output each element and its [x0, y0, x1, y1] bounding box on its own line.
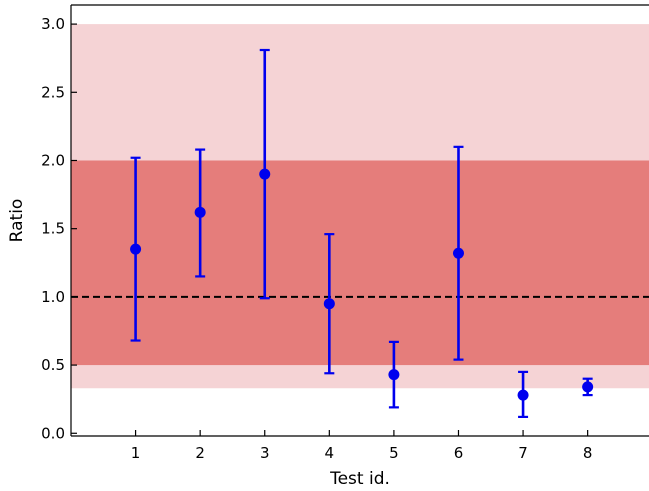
data-point-4 [323, 298, 335, 310]
y-tick-label-0.5: 0.5 [41, 356, 65, 374]
y-tick-label-2.5: 2.5 [41, 83, 65, 101]
data-points [130, 168, 594, 401]
y-tick-label-3.0: 3.0 [41, 15, 65, 33]
axes [70, 4, 649, 437]
y-tick-label-0.0: 0.0 [41, 424, 65, 442]
x-tick-label-8: 8 [583, 444, 593, 462]
band-2 [71, 160, 649, 366]
y-tick-label-1.5: 1.5 [41, 220, 65, 238]
data-point-6 [452, 247, 464, 259]
shaded-bands [71, 24, 649, 389]
data-point-2 [194, 206, 206, 218]
data-point-3 [259, 168, 271, 180]
x-axis-label: Test id. [329, 469, 390, 489]
data-point-7 [517, 389, 529, 401]
x-tick-label-5: 5 [389, 444, 399, 462]
y-axis-label: Ratio [7, 199, 27, 243]
x-tick-label-2: 2 [195, 444, 205, 462]
x-ticks: 1 2 3 4 5 6 7 8 [131, 430, 593, 462]
y-tick-label-1.0: 1.0 [41, 288, 65, 306]
x-tick-label-7: 7 [518, 444, 528, 462]
y-ticks: 0.0 0.5 1.0 1.5 2.0 2.5 3.0 [41, 15, 77, 442]
x-tick-label-6: 6 [454, 444, 464, 462]
data-point-5 [388, 369, 400, 381]
data-point-1 [130, 243, 142, 255]
data-point-8 [582, 381, 594, 393]
x-tick-label-3: 3 [260, 444, 270, 462]
x-tick-label-4: 4 [325, 444, 335, 462]
y-tick-label-2.0: 2.0 [41, 151, 65, 169]
x-tick-label-1: 1 [131, 444, 141, 462]
